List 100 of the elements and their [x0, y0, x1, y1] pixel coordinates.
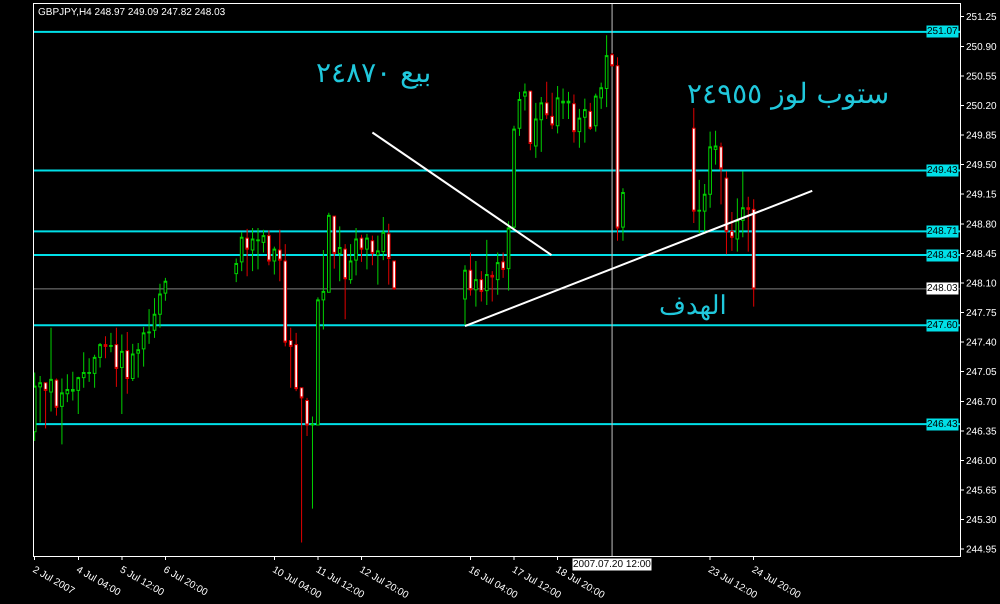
- annotation: الهدف: [659, 291, 727, 321]
- candlestick: [588, 102, 592, 130]
- candlestick: [578, 108, 582, 148]
- candlestick: [82, 352, 86, 388]
- y-tick-label: 248.45: [966, 248, 998, 260]
- candlestick: [583, 98, 587, 144]
- candlestick: [38, 375, 42, 423]
- candlestick: [360, 234, 364, 262]
- ref-line-label: 248.71: [927, 226, 958, 237]
- candlestick: [104, 336, 108, 359]
- y-tick-label: 250.90: [966, 42, 998, 53]
- annotation: بيع ٢٤٨٧٠: [316, 56, 432, 89]
- candlestick: [528, 90, 532, 151]
- candlestick: [278, 229, 282, 282]
- candlestick: [54, 378, 58, 416]
- y-tick-label: 246.70: [966, 396, 998, 408]
- candlestick: [365, 233, 369, 270]
- chart-title: GBPJPY,H4 248.97 249.09 247.82 248.03: [38, 7, 226, 18]
- candlestick: [719, 142, 723, 205]
- candlestick: [305, 397, 309, 436]
- ref-line-label: 248.43: [927, 250, 958, 261]
- y-tick-label: 248.80: [966, 219, 998, 230]
- candlestick: [164, 277, 168, 302]
- y-tick-label: 250.55: [966, 71, 998, 82]
- y-tick-label: 246.00: [966, 456, 998, 467]
- candlestick: [283, 244, 288, 347]
- candlestick: [326, 212, 331, 293]
- candlestick: [136, 342, 140, 378]
- candlestick: [381, 216, 386, 261]
- candlestick: [386, 223, 391, 286]
- candlestick: [44, 382, 48, 429]
- candlestick: [484, 239, 489, 306]
- ref-line-label: 248.03: [927, 283, 958, 294]
- candlestick: [109, 332, 113, 353]
- candlestick: [376, 235, 380, 286]
- candlestick: [300, 387, 304, 543]
- candlestick: [294, 332, 298, 392]
- candlestick: [736, 198, 740, 252]
- candlestick: [740, 170, 745, 238]
- candlestick: [120, 334, 124, 414]
- annotation: ستوب لوز ٢٤٩٥٥: [687, 77, 890, 110]
- y-tick-label: 251.25: [966, 12, 998, 24]
- candlestick: [604, 34, 608, 108]
- candlestick: [594, 93, 598, 132]
- candlestick: [245, 228, 249, 277]
- candlestick: [534, 102, 538, 158]
- candlestick: [463, 264, 467, 326]
- y-tick-label: 247.05: [966, 367, 998, 378]
- candlestick: [87, 358, 91, 382]
- candlestick: [343, 244, 347, 320]
- y-tick-label: 246.35: [966, 426, 998, 438]
- ref-line-label: 2007.07.20 12:00: [573, 559, 652, 570]
- candlestick: [332, 216, 336, 270]
- candlestick: [49, 327, 53, 412]
- candlestick: [288, 327, 293, 388]
- candlestick: [338, 226, 342, 282]
- y-tick-label: 249.50: [966, 160, 998, 172]
- candlestick: [539, 96, 544, 152]
- candlestick: [468, 252, 472, 296]
- candlestick: [702, 184, 706, 234]
- candlestick: [125, 331, 130, 394]
- x-tick-label: 2 Jul 2007: [30, 564, 77, 598]
- candlestick: [621, 188, 625, 242]
- y-tick-label: 245.30: [966, 515, 998, 526]
- y-tick-label: 250.20: [966, 100, 998, 112]
- candlestick: [76, 376, 80, 414]
- y-tick-label: 244.95: [966, 544, 998, 556]
- candlestick: [501, 252, 505, 278]
- candlestick: [544, 81, 549, 120]
- candlestick: [550, 92, 554, 130]
- y-tick-label: 247.75: [966, 308, 998, 320]
- candlestick: [70, 371, 75, 401]
- candlestick: [746, 196, 750, 252]
- y-tick-label: 249.15: [966, 190, 998, 201]
- candlestick: [267, 230, 271, 266]
- candlestick: [474, 260, 478, 308]
- candlestick: [114, 327, 118, 388]
- candlestick: [496, 252, 500, 296]
- ref-line-label: 247.60: [927, 320, 958, 331]
- y-tick-label: 245.65: [966, 486, 998, 497]
- candlestick: [572, 94, 576, 144]
- candlestick: [234, 258, 238, 283]
- candlestick: [523, 82, 527, 112]
- ref-line-label: 251.07: [927, 26, 958, 37]
- candlestick: [348, 244, 352, 284]
- candlestick: [130, 343, 135, 382]
- candlestick: [599, 82, 604, 110]
- candlestick: [272, 246, 276, 276]
- candlestick: [697, 179, 702, 234]
- candlestick: [392, 260, 396, 290]
- ref-line-label: 249.43: [927, 165, 958, 176]
- candlestick: [480, 270, 484, 302]
- candlestick: [370, 235, 374, 266]
- candlestick: [354, 228, 358, 276]
- candlestick: [692, 107, 696, 224]
- candlestick: [752, 198, 756, 308]
- y-tick-label: 247.40: [966, 338, 998, 349]
- candlestick: [506, 220, 510, 292]
- candlestick: [240, 232, 244, 272]
- y-tick-label: 249.85: [966, 130, 998, 142]
